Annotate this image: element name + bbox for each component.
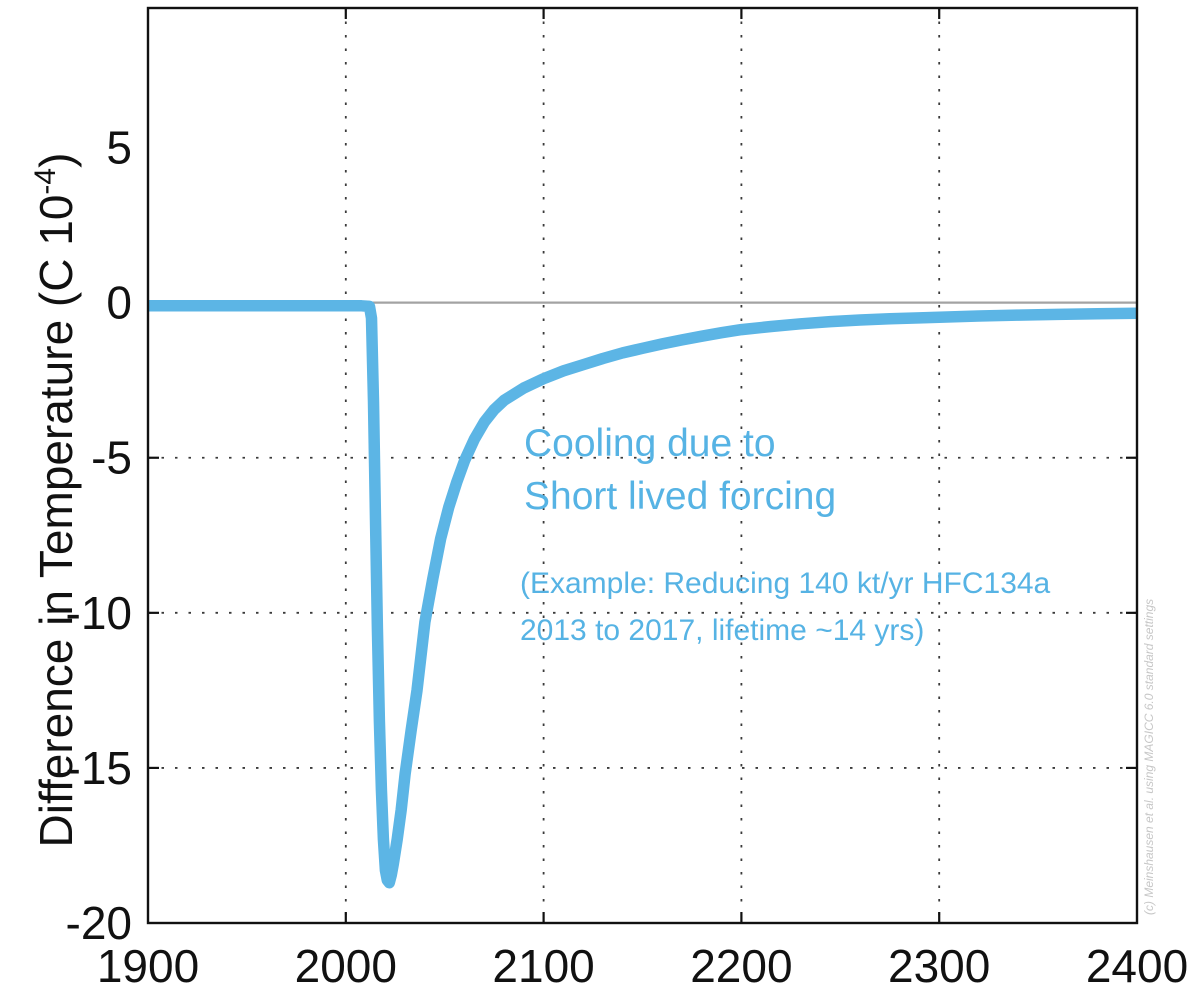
x-tick-label: 2400 bbox=[1086, 940, 1188, 992]
x-tick-label: 2300 bbox=[888, 940, 990, 992]
gridlines bbox=[148, 8, 1137, 923]
x-tick-label: 2200 bbox=[690, 940, 792, 992]
y-tick-label: -10 bbox=[66, 587, 132, 639]
x-tick-label: 2100 bbox=[492, 940, 594, 992]
y-axis-title: Difference in Temperature (C 10-4) bbox=[29, 153, 82, 848]
watermark-credit: (c) Meinshausen et al. using MAGICC 6.0 … bbox=[1142, 599, 1156, 915]
annotation-example-line1: (Example: Reducing 140 kt/yr HFC134a bbox=[520, 567, 1051, 600]
y-tick-label: 0 bbox=[106, 277, 132, 329]
y-tick-label: 5 bbox=[106, 122, 132, 174]
x-tick-label: 1900 bbox=[97, 940, 199, 992]
x-tick-labels: 1900 2000 2100 2200 2300 2400 bbox=[97, 940, 1188, 992]
annotation-title-line1: Cooling due to bbox=[524, 422, 776, 465]
y-tick-labels: 5 0 -5 -10 -15 -20 bbox=[66, 122, 132, 949]
x-tick-label: 2000 bbox=[295, 940, 397, 992]
y-tick-label: -15 bbox=[66, 742, 132, 794]
y-tick-label: -5 bbox=[91, 432, 132, 484]
temperature-curve bbox=[148, 300, 1138, 889]
annotation-title-line2: Short lived forcing bbox=[524, 475, 836, 518]
y-tick-label: -20 bbox=[66, 897, 132, 949]
tick-marks bbox=[148, 8, 1137, 923]
annotation-example-line2: 2013 to 2017, lifetime ~14 yrs) bbox=[520, 614, 924, 647]
y-axis-title-superscript: -4 bbox=[29, 168, 62, 195]
plot-frame bbox=[146, 6, 1139, 925]
